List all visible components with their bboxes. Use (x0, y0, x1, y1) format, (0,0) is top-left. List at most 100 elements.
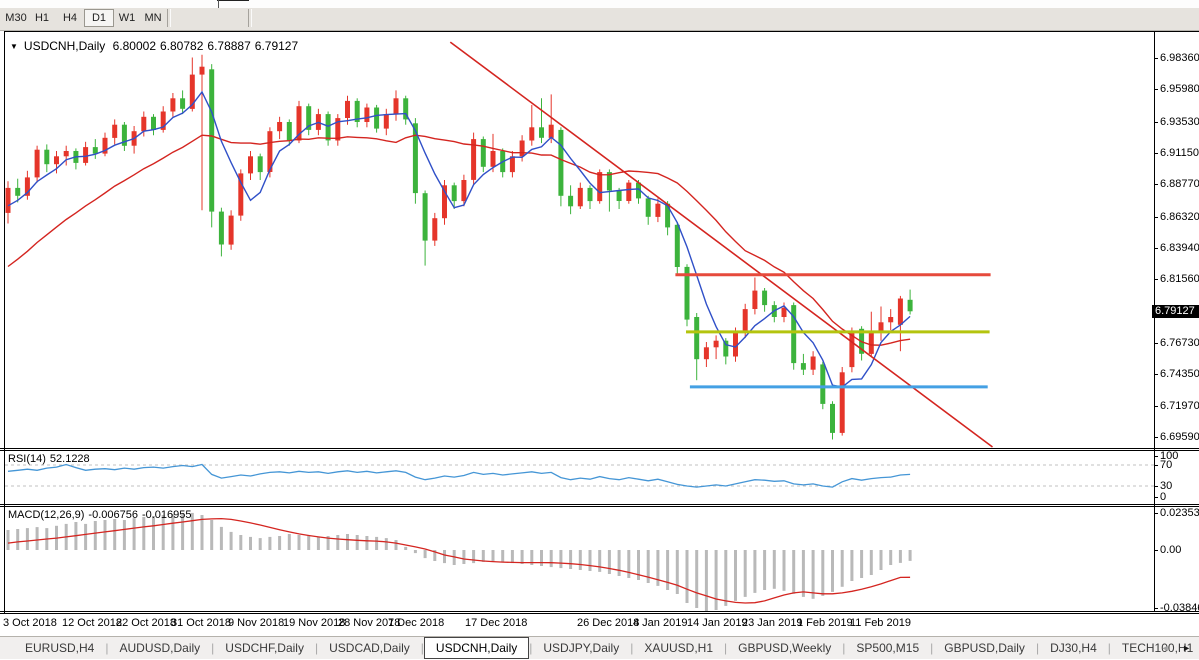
tab-separator: | (314, 641, 319, 655)
rsi-axis-label: 100 (1160, 450, 1179, 462)
timeframe-button-m30[interactable]: M30 (5, 12, 27, 24)
timeframe-toolbar: M30 H1 H4 D1 W1 MN (0, 8, 1199, 31)
tab-separator: | (105, 641, 109, 655)
price-axis-label-tick (1154, 217, 1158, 218)
price-axis-label-tick (1154, 279, 1158, 280)
price-axis-label-tick (1154, 406, 1158, 407)
macd-label: MACD(12,26,9) -0.006756 -0.016955 (8, 509, 196, 521)
toolbar-edge-mark (217, 0, 249, 1)
main-rsi-splitter-bottom[interactable] (0, 450, 1199, 451)
date-axis-label: 22 Oct 2018 (116, 617, 176, 629)
price-axis-label: 6.91150 (1160, 147, 1199, 159)
chart-window[interactable] (0, 31, 1199, 613)
tab-usdcnh-daily[interactable]: USDCNH,Daily (423, 637, 530, 659)
price-axis-label: 6.81560 (1160, 273, 1199, 285)
date-axis-label: 1 Feb 2019 (797, 617, 853, 629)
rsi-axis-label-tick (1154, 456, 1158, 457)
date-axis-label: 19 Nov 2018 (283, 617, 346, 629)
chart-frame-top (4, 31, 1199, 32)
timeframe-button-w1[interactable]: W1 (118, 12, 136, 24)
rsi-macd-splitter-bottom[interactable] (0, 506, 1199, 507)
tab-separator: | (1035, 641, 1040, 655)
macd-axis-label-tick (1154, 550, 1158, 551)
macd-axis-label-tick (1154, 608, 1158, 609)
tab-tech100-h1[interactable]: TECH100,H1 (1121, 641, 1194, 655)
rsi-label: RSI(14) 52.1228 (8, 453, 94, 465)
ohlc-close: 6.79127 (254, 39, 299, 53)
price-axis-label-tick (1154, 437, 1158, 438)
toolbar-separator (167, 9, 171, 27)
tab-separator: | (211, 641, 215, 655)
price-axis-line (1154, 31, 1155, 612)
price-axis-label-tick (1154, 58, 1158, 59)
macd-axis-label: -0.038466 (1160, 602, 1199, 614)
tab-usdjpy-daily[interactable]: USDJPY,Daily (543, 641, 620, 655)
tab-separator: | (930, 641, 934, 655)
tab-xauusd-h1[interactable]: XAUUSD,H1 (644, 641, 714, 655)
price-axis-label: 6.93530 (1160, 116, 1199, 128)
rsi-axis-label-tick (1154, 497, 1158, 498)
price-axis-label: 6.88770 (1160, 178, 1199, 190)
date-axis-label: 31 Oct 2018 (171, 617, 231, 629)
timeframe-button-d1[interactable]: D1 (84, 9, 114, 27)
collapse-triangle-icon[interactable]: ▼ (10, 42, 18, 51)
tab-separator: | (724, 641, 728, 655)
date-axis-label: 3 Oct 2018 (3, 617, 57, 629)
symbol-tabs: EURUSD,H4 | AUDUSD,Daily | USDCHF,Daily | USDC… (14, 637, 1199, 659)
chart-frame-bottom-inner (0, 611, 1199, 612)
timeframe-button-mn[interactable]: MN (144, 12, 162, 24)
chart-title: ▼ USDCNH,Daily 6.80002 6.80782 6.78887 6.791… (10, 39, 302, 53)
date-axis-label: 7 Dec 2018 (388, 617, 445, 629)
tab-usdchf-daily[interactable]: USDCHF,Daily (225, 641, 304, 655)
timeframe-button-h4[interactable]: H4 (62, 12, 78, 24)
rsi-axis-label-tick (1154, 486, 1158, 487)
toolbar-edge-tick (218, 0, 219, 8)
price-axis-label: 6.74350 (1160, 368, 1199, 380)
tab-gbpusd-weekly[interactable]: GBPUSD,Weekly (738, 641, 832, 655)
tab-separator: | (842, 641, 846, 655)
macd-name: MACD(12,26,9) (8, 509, 85, 521)
price-axis-label-tick (1154, 89, 1158, 90)
price-axis-label-tick (1154, 248, 1158, 249)
price-axis-label: 6.76730 (1160, 337, 1199, 349)
macd-axis-label: 0.00 (1160, 544, 1182, 556)
rsi-macd-splitter-top[interactable] (0, 504, 1199, 505)
date-axis-label: 17 Dec 2018 (465, 617, 528, 629)
tab-eurusd-h4[interactable]: EURUSD,H4 (25, 641, 95, 655)
tab-separator: | (630, 641, 634, 655)
price-axis-label: 6.69590 (1160, 431, 1199, 443)
main-rsi-splitter-top[interactable] (0, 448, 1199, 449)
price-axis-label: 6.95980 (1160, 83, 1199, 95)
chart-symbol-period: USDCNH,Daily (23, 39, 106, 53)
window-top-strip (0, 0, 1199, 8)
price-axis-label: 6.83940 (1160, 242, 1199, 254)
tab-dj30-h4[interactable]: DJ30,H4 (1050, 641, 1097, 655)
chart-frame-left (4, 31, 5, 613)
rsi-axis-label: 30 (1160, 480, 1173, 492)
price-axis-label: 6.98360 (1160, 52, 1199, 64)
price-axis-label-tick (1154, 184, 1158, 185)
symbol-tab-bar: EURUSD,H4 | AUDUSD,Daily | USDCHF,Daily | USDC… (0, 636, 1199, 659)
ohlc-high: 6.80782 (160, 39, 204, 53)
price-axis-label: 6.86320 (1160, 211, 1199, 223)
ohlc-open: 6.80002 (112, 39, 156, 53)
date-axis-label: 9 Nov 2018 (228, 617, 285, 629)
macd-axis-label: 0.023534 (1160, 507, 1199, 519)
date-axis-label: 14 Jan 2019 (687, 617, 748, 629)
tab-usdcad-daily[interactable]: USDCAD,Daily (329, 641, 410, 655)
tab-gbpusd-daily[interactable]: GBPUSD,Daily (944, 641, 1025, 655)
date-axis-label: 11 Feb 2019 (850, 617, 911, 629)
timeframe-button-h1[interactable]: H1 (34, 12, 50, 24)
tab-audusd-daily[interactable]: AUDUSD,Daily (119, 641, 201, 655)
tab-scroll-arrows: ◄ ► (1151, 637, 1191, 660)
tab-sp500-m15[interactable]: SP500,M15 (856, 641, 920, 655)
price-axis-label-tick (1154, 153, 1158, 154)
date-axis-label: 12 Oct 2018 (62, 617, 122, 629)
price-axis-label-tick (1154, 374, 1158, 375)
tab-scroll-right-icon[interactable]: ► (1182, 643, 1191, 653)
date-axis-label: 23 Jan 2019 (742, 617, 803, 629)
tab-scroll-left-icon[interactable]: ◄ (1160, 643, 1170, 653)
price-axis-label-tick (1154, 343, 1158, 344)
price-axis-label-tick (1154, 122, 1158, 123)
macd-main-value: -0.006756 (88, 509, 138, 521)
